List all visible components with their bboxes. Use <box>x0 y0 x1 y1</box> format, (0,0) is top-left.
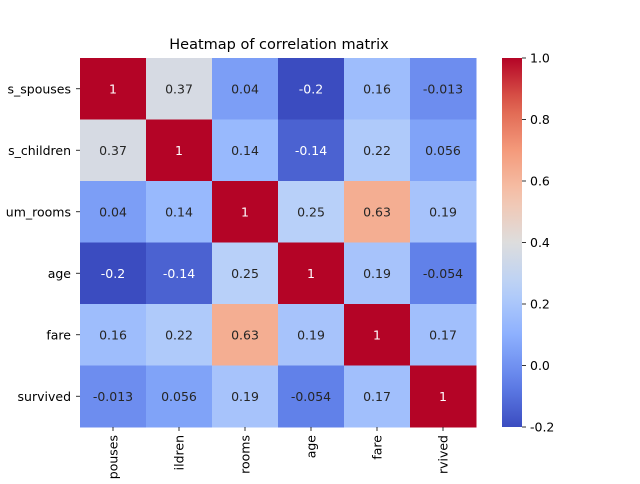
cell-value-label: -0.2 <box>101 266 125 281</box>
col-tick-labels: pouses ildren rooms age fare rvived <box>106 427 451 479</box>
cell-value-label: 0.37 <box>99 143 127 158</box>
cell-value-label: 0.19 <box>363 266 391 281</box>
heatmap-cell <box>344 58 411 120</box>
heatmap-cell <box>80 365 147 428</box>
heatmap-cell <box>146 58 213 120</box>
cell-value-label: 0.17 <box>429 327 457 342</box>
col-tick-label: ildren <box>172 435 187 470</box>
cell-value-label: -0.14 <box>163 266 195 281</box>
row-tick-label: um_rooms <box>6 204 71 219</box>
heatmap-cell <box>212 365 279 428</box>
cell-value-label: -0.2 <box>299 81 323 96</box>
heatmap-cell <box>344 119 411 182</box>
heatmap-cell <box>146 365 213 428</box>
chart-title: Heatmap of correlation matrix <box>169 37 389 53</box>
heatmap-cell <box>278 58 345 120</box>
colorbar-tick-label: 0.6 <box>530 174 550 189</box>
heatmap-cell <box>410 58 477 120</box>
cell-value-label: 0.16 <box>99 327 127 342</box>
cell-value-label: -0.054 <box>291 389 331 404</box>
heatmap-cell <box>278 304 345 366</box>
cell-value-label: 1 <box>109 81 117 96</box>
row-tick-label: s_spouses <box>8 81 72 96</box>
colorbar-tick-label: 1.0 <box>530 51 550 66</box>
cell-value-label: 0.63 <box>231 327 259 342</box>
colorbar-tick-label: 0.8 <box>530 112 550 127</box>
heatmap-cell <box>344 304 411 366</box>
row-tick-label: fare <box>46 327 71 342</box>
cell-value-label: 0.22 <box>165 327 193 342</box>
cell-value-label: 0.14 <box>165 204 193 219</box>
cell-value-label: 0.056 <box>161 389 197 404</box>
heatmap-cell <box>410 304 477 366</box>
col-tick-label: rvived <box>436 435 451 474</box>
heatmap-cell <box>410 181 477 243</box>
row-tick-label: age <box>48 266 72 281</box>
cell-value-label: 0.37 <box>165 81 193 96</box>
heatmap-cell <box>146 181 213 243</box>
heatmap-cell <box>212 304 279 366</box>
heatmap-cells: 1 0.37 0.04 -0.2 0.16 -0.013 0.37 1 0.14 -0.14 0.2… <box>80 58 477 428</box>
heatmap-cell <box>278 181 345 243</box>
cell-value-label: 0.19 <box>429 204 457 219</box>
heatmap-cell <box>80 58 147 120</box>
heatmap-cell <box>410 119 477 182</box>
heatmap-cell <box>344 242 411 305</box>
cell-value-label: -0.054 <box>423 266 463 281</box>
heatmap-cell <box>278 365 345 428</box>
heatmap-cell <box>80 119 147 182</box>
col-tick-label: rooms <box>238 435 253 474</box>
colorbar-gradient <box>502 58 522 427</box>
colorbar-tick-label: 0.4 <box>530 235 550 250</box>
heatmap-cell <box>212 181 279 243</box>
cell-value-label: 1 <box>439 389 447 404</box>
cell-value-label: 0.22 <box>363 143 391 158</box>
cell-value-label: 1 <box>373 327 381 342</box>
cell-value-label: 0.04 <box>99 204 127 219</box>
cell-value-label: 0.16 <box>363 81 391 96</box>
cell-value-label: -0.013 <box>93 389 133 404</box>
cell-value-label: 0.17 <box>363 389 391 404</box>
cell-value-label: 0.25 <box>297 204 325 219</box>
cell-value-label: 0.63 <box>363 204 391 219</box>
heatmap-cell <box>410 242 477 305</box>
heatmap-cell <box>80 304 147 366</box>
cell-value-label: 1 <box>241 204 249 219</box>
heatmap-cell <box>80 181 147 243</box>
heatmap-cell <box>344 365 411 428</box>
heatmap-cell <box>212 242 279 305</box>
cell-value-label: 0.19 <box>231 389 259 404</box>
row-tick-label: survived <box>18 389 71 404</box>
cell-value-label: 0.25 <box>231 266 259 281</box>
cell-value-label: 0.04 <box>231 81 259 96</box>
colorbar-tick-label: 0.0 <box>530 358 550 373</box>
cell-value-label: 1 <box>307 266 315 281</box>
heatmap-cell <box>410 365 477 428</box>
cell-value-label: 0.14 <box>231 143 259 158</box>
colorbar-tick-label: 0.2 <box>530 297 550 312</box>
heatmap-cell <box>146 304 213 366</box>
col-tick-label: pouses <box>106 435 121 479</box>
cell-value-label: 1 <box>175 143 183 158</box>
col-tick-label: age <box>304 435 319 459</box>
cell-value-label: 0.056 <box>425 143 461 158</box>
heatmap-cell <box>80 242 147 305</box>
heatmap-cell <box>146 242 213 305</box>
cell-value-label: -0.013 <box>423 81 463 96</box>
col-tick-label: fare <box>370 435 385 460</box>
cell-value-label: 0.19 <box>297 327 325 342</box>
cell-value-label: -0.14 <box>295 143 327 158</box>
heatmap-cell <box>212 58 279 120</box>
heatmap-cell <box>278 119 345 182</box>
colorbar-tick-label: -0.2 <box>530 420 554 435</box>
row-tick-label: s_children <box>8 143 71 158</box>
heatmap-cell <box>344 181 411 243</box>
heatmap-cell <box>212 119 279 182</box>
colorbar: 1.0 0.8 0.6 0.4 0.2 0.0 -0.2 <box>502 51 554 435</box>
heatmap-cell <box>278 242 345 305</box>
heatmap-cell <box>146 119 213 182</box>
